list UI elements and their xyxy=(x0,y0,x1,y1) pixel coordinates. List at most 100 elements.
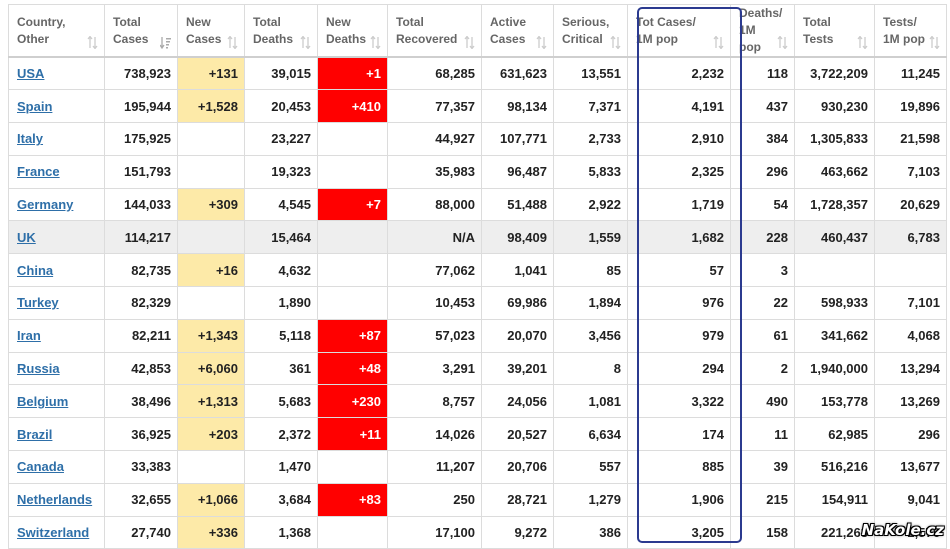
cell-active-cases: 20,706 xyxy=(481,450,554,484)
cell-total-deaths: 20,453 xyxy=(244,89,318,124)
header-line-1: Total xyxy=(253,14,281,29)
sort-arrows-icon[interactable] xyxy=(713,36,724,49)
sort-desc-icon[interactable] xyxy=(160,36,171,49)
cell-country: UK xyxy=(8,220,105,255)
cell-tot-cases-per-1m: 57 xyxy=(627,253,731,288)
cell-total-tests: 154,911 xyxy=(794,482,875,517)
country-link[interactable]: Spain xyxy=(17,98,53,114)
cell-new-deaths: +1 xyxy=(317,56,388,91)
sort-arrows-icon[interactable] xyxy=(857,36,868,49)
column-header-tot-cases-per-1m[interactable]: Tot Cases/1M pop xyxy=(627,4,731,58)
cell-new-cases: +309 xyxy=(177,187,245,222)
cell-new-deaths: +230 xyxy=(317,384,388,419)
column-header-label: Tot Cases/1M pop xyxy=(636,14,706,48)
country-link[interactable]: Iran xyxy=(17,328,41,344)
column-header-total-deaths[interactable]: Total Deaths xyxy=(244,4,318,58)
country-link[interactable]: China xyxy=(17,262,54,278)
column-header-tests-per-1m[interactable]: Tests/1M pop xyxy=(874,4,947,58)
cell-serious-critical: 5,833 xyxy=(553,154,628,189)
cell-deaths-per-1m: 11 xyxy=(730,417,795,452)
header-line-1: Tot Cases/ xyxy=(636,14,696,29)
column-header-total-cases[interactable]: Total Cases xyxy=(104,4,178,58)
cell-total-deaths: 15,464 xyxy=(244,220,318,255)
cell-active-cases: 98,409 xyxy=(481,220,554,255)
header-line-1: Total xyxy=(396,14,424,29)
column-header-label: New Deaths xyxy=(326,14,370,48)
header-line-1: Country, xyxy=(17,14,66,29)
sort-arrows-icon[interactable] xyxy=(227,36,238,49)
cell-total-cases: 42,853 xyxy=(104,351,178,386)
column-header-new-cases[interactable]: New Cases xyxy=(177,4,245,58)
cell-deaths-per-1m: 228 xyxy=(730,220,795,255)
cell-tot-cases-per-1m: 1,719 xyxy=(627,187,731,222)
column-header-new-deaths[interactable]: New Deaths xyxy=(317,4,388,58)
sort-arrows-icon[interactable] xyxy=(370,36,381,49)
cell-new-deaths xyxy=(317,220,388,255)
country-link[interactable]: Russia xyxy=(17,361,60,377)
sort-arrows-icon[interactable] xyxy=(300,36,311,49)
cell-country: Iran xyxy=(8,318,105,353)
cell-tot-cases-per-1m: 2,232 xyxy=(627,56,731,91)
sort-arrows-icon[interactable] xyxy=(87,36,98,49)
column-header-total-tests[interactable]: Total Tests xyxy=(794,4,875,58)
sort-arrows-icon[interactable] xyxy=(929,36,940,49)
cell-deaths-per-1m: 61 xyxy=(730,318,795,353)
country-link[interactable]: Switzerland xyxy=(17,525,90,541)
country-link[interactable]: France xyxy=(17,164,60,180)
cell-deaths-per-1m: 384 xyxy=(730,122,795,156)
cell-tot-cases-per-1m: 4,191 xyxy=(627,89,731,124)
cell-new-deaths xyxy=(317,286,388,320)
table-row: Iran 82,211 +1,343 5,118 +87 57,023 20,070 3,45… xyxy=(8,318,947,353)
cell-serious-critical: 1,894 xyxy=(553,286,628,320)
cell-new-cases xyxy=(177,286,245,320)
cell-tot-cases-per-1m: 2,910 xyxy=(627,122,731,156)
header-line-1: New xyxy=(186,14,211,29)
column-header-label: Serious, Critical xyxy=(562,14,609,48)
country-link[interactable]: Germany xyxy=(17,197,74,213)
column-header-label: New Cases xyxy=(186,14,228,48)
cell-total-cases: 175,925 xyxy=(104,122,178,156)
cell-total-cases: 32,655 xyxy=(104,482,178,517)
column-header-active-cases[interactable]: Active Cases xyxy=(481,4,554,58)
cell-country: Turkey xyxy=(8,286,105,320)
cell-tot-cases-per-1m: 2,325 xyxy=(627,154,731,189)
cell-tot-cases-per-1m: 294 xyxy=(627,351,731,386)
cell-total-deaths: 3,684 xyxy=(244,482,318,517)
cell-country: France xyxy=(8,154,105,189)
cell-deaths-per-1m: 22 xyxy=(730,286,795,320)
cell-active-cases: 51,488 xyxy=(481,187,554,222)
cell-total-deaths: 39,015 xyxy=(244,56,318,91)
column-header-deaths-per-1m[interactable]: Deaths/1M pop xyxy=(730,4,795,58)
country-link[interactable]: Italy xyxy=(17,131,44,147)
cell-active-cases: 20,527 xyxy=(481,417,554,452)
cell-deaths-per-1m: 39 xyxy=(730,450,795,484)
country-link[interactable]: USA xyxy=(17,66,45,82)
country-link[interactable]: UK xyxy=(17,229,36,245)
sort-arrows-icon[interactable] xyxy=(610,36,621,49)
cell-tests-per-1m: 11,245 xyxy=(874,56,947,91)
cell-total-cases: 82,329 xyxy=(104,286,178,320)
column-header-country[interactable]: Country, Other xyxy=(8,4,105,58)
country-link[interactable]: Turkey xyxy=(17,295,59,311)
cell-active-cases: 24,056 xyxy=(481,384,554,419)
sort-arrows-icon[interactable] xyxy=(777,36,788,49)
country-link[interactable]: Brazil xyxy=(17,426,53,442)
cell-total-recovered: 14,026 xyxy=(387,417,482,452)
country-link[interactable]: Belgium xyxy=(17,393,69,409)
cell-deaths-per-1m: 3 xyxy=(730,253,795,288)
cell-new-deaths xyxy=(317,253,388,288)
cell-serious-critical: 8 xyxy=(553,351,628,386)
column-header-serious-critical[interactable]: Serious, Critical xyxy=(553,4,628,58)
country-link[interactable]: Netherlands xyxy=(17,492,93,508)
country-link[interactable]: Canada xyxy=(17,459,64,475)
cell-new-cases: +203 xyxy=(177,417,245,452)
cell-deaths-per-1m: 2 xyxy=(730,351,795,386)
column-header-total-recovered[interactable]: Total Recovered xyxy=(387,4,482,58)
cell-total-tests: 221,263 xyxy=(794,515,875,549)
cell-active-cases: 1,041 xyxy=(481,253,554,288)
sort-arrows-icon[interactable] xyxy=(536,36,547,49)
cell-total-tests: 598,933 xyxy=(794,286,875,320)
cell-tests-per-1m: 20,629 xyxy=(874,187,947,222)
sort-arrows-icon[interactable] xyxy=(464,36,475,49)
header-line-2: Cases xyxy=(186,31,222,46)
